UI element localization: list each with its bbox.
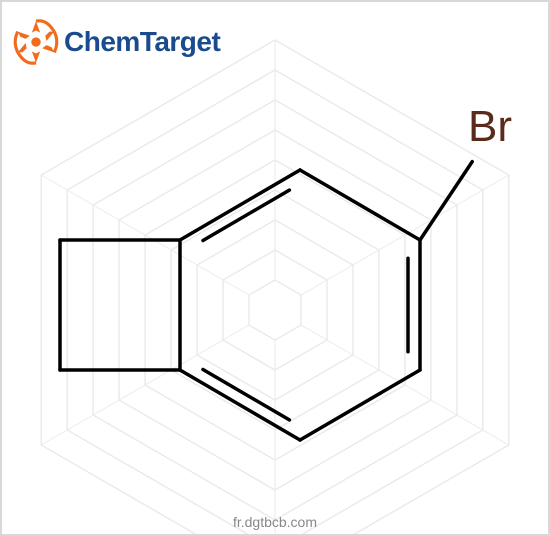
footer-url: fr.dgtbcb.com: [0, 514, 550, 530]
brand-logo: ChemTarget: [10, 16, 220, 68]
molecule-structure: [0, 0, 550, 536]
canvas: ChemTarget Br fr.dgtbcb.com: [0, 0, 550, 536]
logo-text-target: Target: [140, 26, 221, 57]
logo-text: ChemTarget: [64, 26, 220, 58]
logo-star-icon: [10, 16, 62, 68]
bromine-label: Br: [468, 102, 512, 152]
logo-text-chem: Chem: [64, 26, 140, 57]
